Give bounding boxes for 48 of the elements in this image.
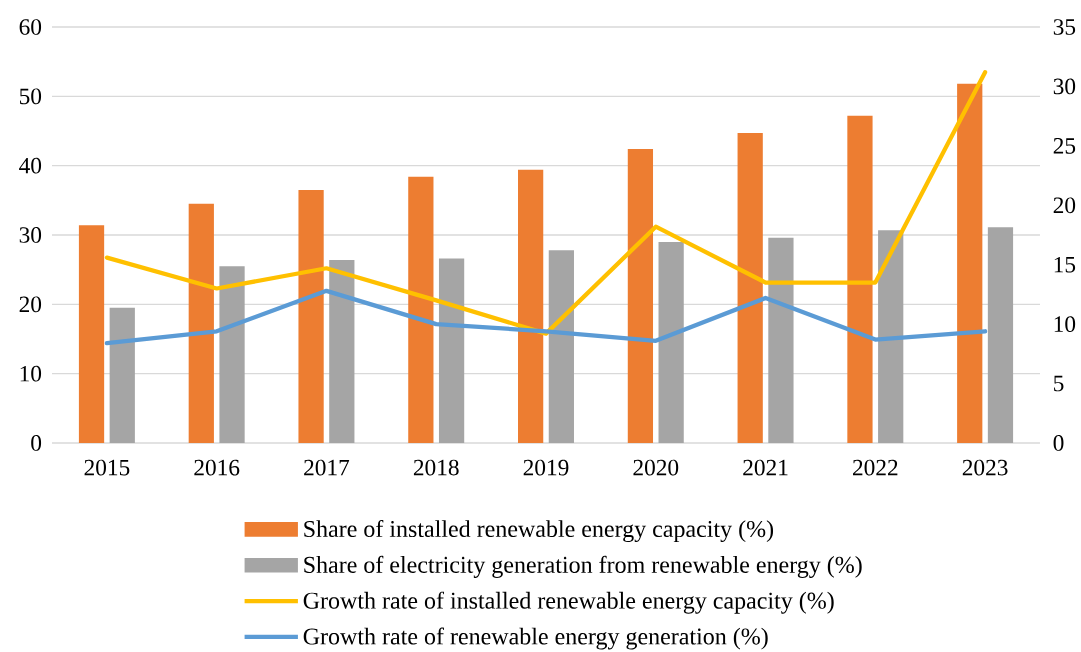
x-tick-label: 2017 xyxy=(304,459,350,476)
bar xyxy=(878,230,904,443)
bar xyxy=(658,241,684,443)
y-tick-label: 40 xyxy=(19,157,42,174)
x-tick-label: 2019 xyxy=(523,459,569,476)
bar xyxy=(188,203,214,443)
bar xyxy=(548,250,574,443)
bar xyxy=(219,266,245,443)
y2-tick-label: 20 xyxy=(1053,197,1076,214)
y2-tick-label: 15 xyxy=(1054,256,1076,273)
bar xyxy=(438,258,465,443)
x-tick-label: 2015 xyxy=(84,459,130,476)
y-tick-label: 60 xyxy=(19,19,42,35)
bar xyxy=(109,307,135,443)
bar xyxy=(518,169,544,443)
y-tick-label: 50 xyxy=(19,88,42,105)
x-tick-label: 2018 xyxy=(413,459,459,476)
y-tick-label: 0 xyxy=(31,435,42,451)
y2-tick-label: 5 xyxy=(1054,375,1064,392)
bar xyxy=(627,149,654,443)
bar xyxy=(768,237,794,443)
bar xyxy=(847,115,873,443)
legend-label: Share of installed renewable energy capacity (%) xyxy=(304,519,774,543)
y-tick-label: 30 xyxy=(19,227,42,243)
x-tick-label: 2022 xyxy=(853,459,898,476)
y-tick-label: 20 xyxy=(19,296,42,313)
bar xyxy=(408,176,434,443)
y2-tick-label: 10 xyxy=(1054,316,1076,333)
line-series xyxy=(104,288,988,346)
line-series xyxy=(104,70,988,336)
x-tick-label: 2016 xyxy=(194,459,240,476)
bar xyxy=(987,227,1014,443)
legend-label: Growth rate of installed renewable energy capacity (%) xyxy=(303,591,834,614)
bar xyxy=(329,259,355,443)
y2-tick-label: 35 xyxy=(1053,19,1076,35)
y2-tick-label: 30 xyxy=(1053,78,1076,95)
bar xyxy=(298,189,324,443)
legend-label: Growth rate of renewable energy generation (%) xyxy=(303,627,768,650)
bar xyxy=(78,225,105,443)
y2-tick-label: 25 xyxy=(1053,138,1076,154)
x-tick-label: 2021 xyxy=(743,459,788,476)
bar xyxy=(737,133,763,443)
x-tick-label: 2020 xyxy=(633,459,679,476)
y2-tick-label: 0 xyxy=(1053,435,1064,451)
y-tick-label: 10 xyxy=(20,365,42,382)
bar xyxy=(957,83,983,443)
legend-label: Share of electricity generation from renewable energy (%) xyxy=(304,555,862,578)
x-tick-label: 2023 xyxy=(962,459,1008,476)
